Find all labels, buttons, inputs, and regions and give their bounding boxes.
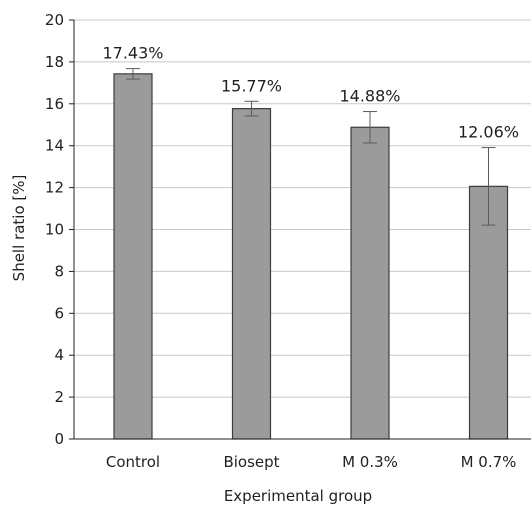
- x-tick-labels: Control Biosept M 0.3% M 0.7%: [106, 453, 517, 471]
- y-tick-label: 8: [54, 262, 64, 280]
- y-axis-title: Shell ratio [%]: [10, 175, 28, 282]
- x-tick-label: M 0.3%: [342, 453, 398, 471]
- y-tick-label: 0: [54, 430, 64, 448]
- y-tick-label: 6: [54, 304, 64, 322]
- y-tick-label: 14: [45, 137, 64, 155]
- y-tick-label: 20: [45, 11, 64, 29]
- y-tick-label: 2: [54, 388, 64, 406]
- data-label: 15.77%: [221, 76, 282, 95]
- x-tick-label: M 0.7%: [461, 453, 517, 471]
- y-tick-label: 18: [45, 53, 64, 71]
- y-tick-label: 10: [45, 221, 64, 239]
- y-tick-label: 4: [54, 346, 64, 364]
- y-tick-labels: 0 2 4 6 8 10 12 14 16 18 20: [45, 11, 74, 448]
- error-bars: [126, 68, 496, 226]
- data-label: 12.06%: [458, 123, 519, 142]
- bars: [113, 73, 509, 440]
- x-axis-title: Experimental group: [224, 487, 372, 505]
- bar: [113, 73, 153, 440]
- y-tick-label: 16: [45, 95, 64, 113]
- x-tick-label: Control: [106, 453, 160, 471]
- y-tick-label: 12: [45, 179, 64, 197]
- data-label: 14.88%: [339, 87, 400, 106]
- x-tick-label: Biosept: [223, 453, 279, 471]
- data-label: 17.43%: [102, 44, 163, 63]
- bar: [350, 126, 390, 440]
- bar: [231, 108, 272, 440]
- data-labels: 17.43% 15.77% 14.88% 12.06%: [102, 44, 519, 142]
